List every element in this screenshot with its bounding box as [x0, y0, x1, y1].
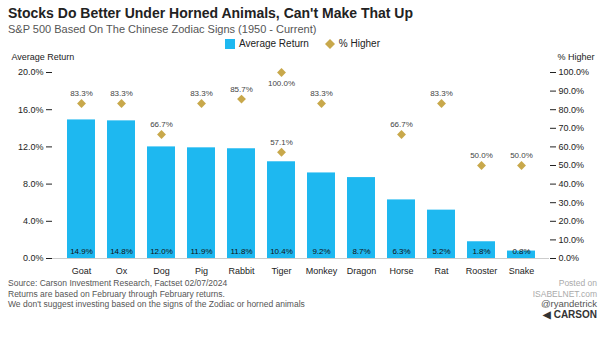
- svg-text:Goat: Goat: [72, 266, 92, 276]
- svg-text:11.9%: 11.9%: [190, 247, 212, 256]
- svg-text:Ox: Ox: [116, 266, 128, 276]
- html-text:@ryandetrick: @ryandetrick: [540, 298, 597, 309]
- svg-text:4.0%: 4.0%: [23, 216, 44, 226]
- svg-text:Rabbit: Rabbit: [228, 266, 255, 276]
- svg-text:50.0%: 50.0%: [470, 151, 493, 160]
- svg-text:30.0%: 30.0%: [559, 198, 585, 208]
- svg-text:57.1%: 57.1%: [270, 138, 293, 147]
- svg-text:20.0%: 20.0%: [18, 67, 44, 77]
- svg-text:66.7%: 66.7%: [150, 120, 173, 129]
- html-text:Source: Carson Investment Rese: Source: Carson Investment Research, Fact…: [8, 278, 305, 309]
- svg-text:83.3%: 83.3%: [310, 89, 333, 98]
- svg-text:12.0%: 12.0%: [150, 247, 173, 256]
- svg-text:83.3%: 83.3%: [430, 89, 453, 98]
- svg-text:20.0%: 20.0%: [559, 216, 585, 226]
- svg-text:90.0%: 90.0%: [559, 86, 585, 96]
- svg-text:Pig: Pig: [195, 266, 208, 276]
- svg-text:100.0%: 100.0%: [268, 79, 295, 88]
- svg-text:8.0%: 8.0%: [23, 179, 44, 189]
- svg-text:8.7%: 8.7%: [352, 247, 370, 256]
- svg-text:16.0%: 16.0%: [18, 105, 44, 115]
- svg-text:10.4%: 10.4%: [270, 247, 293, 256]
- html-text:S&P 500 Based On The Chinese Z: S&P 500 Based On The Chinese Zodiac Sign…: [8, 23, 317, 35]
- svg-text:Horse: Horse: [389, 266, 413, 276]
- svg-text:6.3%: 6.3%: [392, 247, 410, 256]
- svg-text:66.7%: 66.7%: [390, 120, 413, 129]
- svg-text:Rat: Rat: [434, 266, 449, 276]
- html-text:% Higher: % Higher: [338, 38, 380, 49]
- svg-text:0.0%: 0.0%: [559, 253, 580, 263]
- svg-text:80.0%: 80.0%: [559, 105, 585, 115]
- svg-text:0.8%: 0.8%: [512, 247, 530, 256]
- html-text:ISABELNET.com: ISABELNET.com: [532, 288, 597, 299]
- svg-text:83.3%: 83.3%: [110, 89, 133, 98]
- svg-text:70.0%: 70.0%: [559, 123, 585, 133]
- svg-text:Snake: Snake: [509, 266, 535, 276]
- svg-text:Average Return: Average Return: [12, 52, 75, 62]
- svg-text:5.2%: 5.2%: [432, 247, 450, 256]
- svg-text:83.3%: 83.3%: [190, 89, 213, 98]
- svg-text:50.0%: 50.0%: [559, 160, 585, 170]
- svg-text:14.9%: 14.9%: [70, 247, 93, 256]
- svg-text:Tiger: Tiger: [271, 266, 291, 276]
- svg-text:0.0%: 0.0%: [23, 253, 44, 263]
- svg-text:Dragon: Dragon: [347, 266, 377, 276]
- svg-text:12.0%: 12.0%: [18, 142, 44, 152]
- svg-text:85.7%: 85.7%: [230, 85, 253, 94]
- svg-text:10.0%: 10.0%: [559, 235, 585, 245]
- svg-text:Monkey: Monkey: [306, 266, 338, 276]
- html-text:Stocks Do Better Under Horned: Stocks Do Better Under Horned Animals, C…: [8, 5, 413, 21]
- svg-text:14.8%: 14.8%: [110, 247, 133, 256]
- html-text:◀ CARSON: ◀ CARSON: [542, 308, 597, 320]
- svg-text:83.3%: 83.3%: [70, 89, 93, 98]
- html-text:Average Return: Average Return: [239, 38, 309, 49]
- svg-text:9.2%: 9.2%: [312, 247, 330, 256]
- svg-text:% Higher: % Higher: [557, 52, 594, 62]
- svg-text:100.0%: 100.0%: [559, 67, 590, 77]
- html-text:Posted on: Posted on: [558, 278, 597, 288]
- svg-text:Dog: Dog: [153, 266, 170, 276]
- svg-text:60.0%: 60.0%: [559, 142, 585, 152]
- svg-text:11.8%: 11.8%: [230, 247, 252, 256]
- svg-text:40.0%: 40.0%: [559, 179, 585, 189]
- svg-text:50.0%: 50.0%: [510, 151, 533, 160]
- svg-text:1.8%: 1.8%: [472, 247, 490, 256]
- svg-text:Rooster: Rooster: [466, 266, 498, 276]
